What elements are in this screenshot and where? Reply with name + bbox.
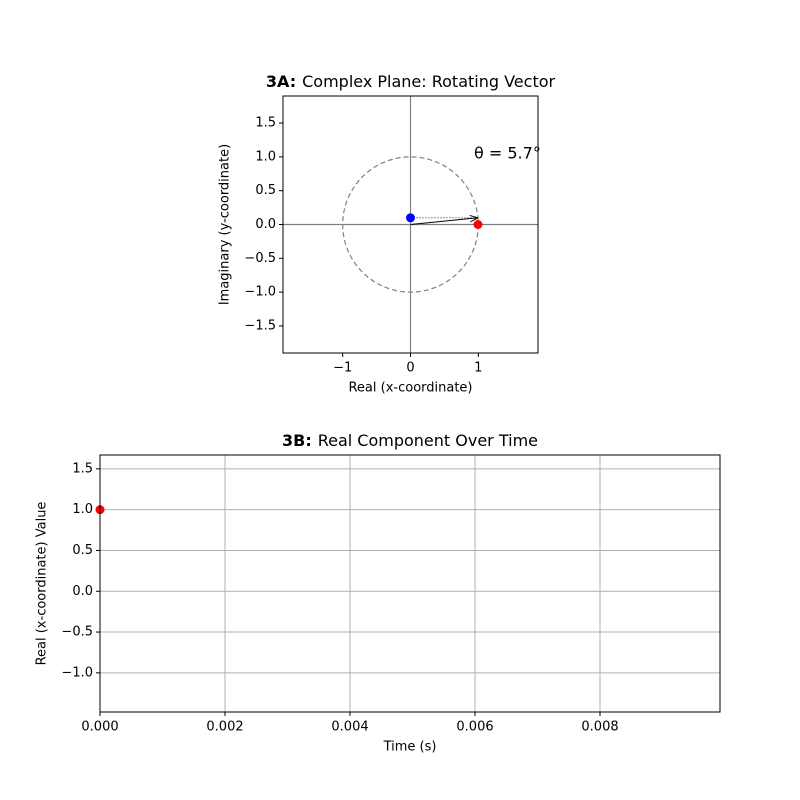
x-tick-label: 0.008 [581,720,618,735]
y-axis-label: Real (x-coordinate) Value [35,502,50,666]
x-axis-label: Real (x-coordinate) [348,381,472,396]
y-tick-label: −1.0 [244,285,276,300]
y-tick-label: 0.0 [72,584,93,599]
title-text: Real Component Over Time [318,431,538,450]
x-tick-label: 0.000 [81,720,118,735]
axes-frame [99,454,721,713]
y-tick-label: 1.5 [255,116,276,131]
chart-title: 3B: Real Component Over Time [282,431,538,450]
y-tick-label: −1.5 [244,318,276,333]
y-tick-label: 0.0 [255,217,276,232]
y-tick-label: 0.5 [255,183,276,198]
x-tick-label: 0.004 [331,720,368,735]
x-tick-label: 1 [474,361,482,376]
title-text: Complex Plane: Rotating Vector [302,72,555,91]
x-tick-label: 0.002 [206,720,243,735]
y-axis-label: Imaginary (y-coordinate) [218,144,233,305]
point [473,220,483,229]
x-tick-label: −1 [333,361,352,376]
annotation-box [468,141,546,167]
chart-title: 3A: Complex Plane: Rotating Vector [266,72,556,91]
axes-frame [282,95,539,354]
y-tick-label: −1.0 [61,665,93,680]
y-tick-label: 0.5 [72,543,93,558]
vector-arrow [410,218,478,225]
x-axis-label: Time (s) [383,740,437,755]
y-tick-label: 1.0 [72,502,93,517]
title-prefix: 3A: [266,72,296,91]
x-tick-label: 0.006 [456,720,493,735]
x-tick-label: 0 [406,361,414,376]
plot-area [283,96,538,353]
y-tick-label: −0.5 [244,251,276,266]
point [406,213,415,223]
annotation: θ = 5.7° [474,144,541,163]
title-prefix: 3B: [282,431,312,450]
y-tick-label: 1.5 [72,461,93,476]
y-tick-label: 1.0 [255,149,276,164]
y-tick-label: −0.5 [61,625,93,640]
